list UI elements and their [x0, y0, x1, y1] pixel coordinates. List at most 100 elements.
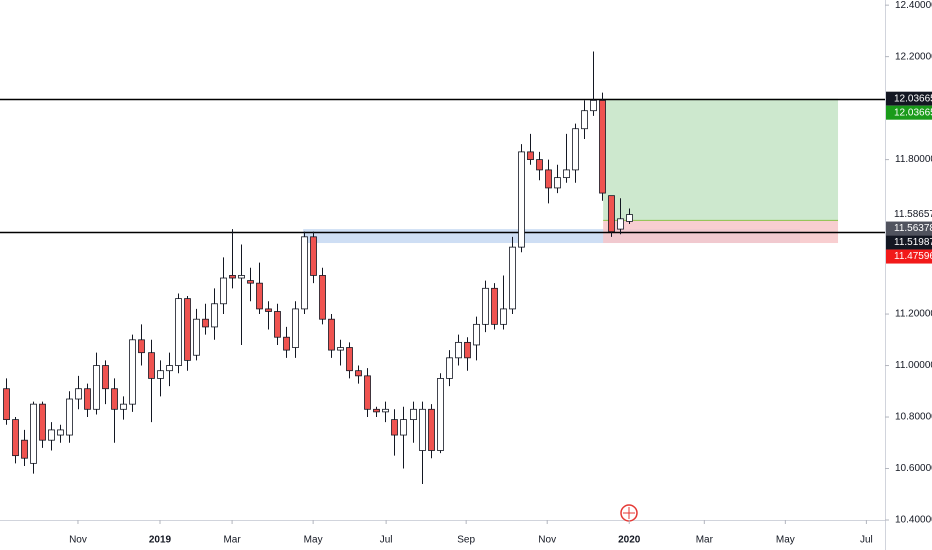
- loss-zone: [603, 220, 839, 244]
- profit-zone: [603, 98, 839, 221]
- candle-body: [120, 403, 127, 410]
- candle-body: [364, 375, 371, 410]
- candle-body: [48, 429, 55, 441]
- candle-body: [626, 214, 633, 222]
- price-tag: [886, 221, 932, 236]
- candle-body: [482, 287, 489, 325]
- candle-body: [581, 110, 588, 130]
- price-tag-label: 11.51987: [894, 237, 932, 248]
- x-tick-label: 2019: [149, 535, 172, 546]
- candle-body: [473, 323, 480, 346]
- candle-body: [21, 439, 28, 459]
- candle-body: [509, 246, 516, 310]
- candle-body: [148, 352, 155, 379]
- candle-body: [93, 365, 100, 410]
- candle-body: [617, 218, 624, 230]
- price-tag-label: 12.03665: [894, 107, 932, 118]
- candle-body: [247, 280, 254, 284]
- candle-body: [563, 169, 570, 179]
- candle-body: [102, 365, 109, 390]
- plot-area: [0, 51, 885, 484]
- candle-body: [599, 99, 606, 194]
- x-tick-label: Mar: [223, 535, 241, 546]
- candle-body: [220, 277, 227, 305]
- candle-body: [446, 357, 453, 379]
- x-tick-label: Sep: [457, 535, 475, 546]
- candle-body: [400, 419, 407, 436]
- candle-body: [545, 169, 552, 189]
- y-tick-label: 10.80000: [895, 412, 932, 423]
- candle-body: [66, 398, 73, 436]
- candle-body: [256, 282, 263, 310]
- y-tick-label: 11.00000: [895, 360, 932, 371]
- candle-body: [84, 388, 91, 410]
- y-tick-label: 10.60000: [895, 463, 932, 474]
- candle-body: [12, 419, 19, 457]
- candle-body: [346, 347, 353, 372]
- candle-body: [211, 303, 218, 328]
- candle-body: [590, 99, 597, 112]
- candle-body: [75, 388, 82, 400]
- price-tag-label: 11.47596: [894, 251, 932, 262]
- x-tick-label: Jul: [380, 535, 393, 546]
- candle-body: [319, 275, 326, 320]
- candle-body: [229, 275, 236, 279]
- y-tick-label: 10.40000: [895, 515, 932, 526]
- candle-body: [419, 408, 426, 451]
- candle-body: [283, 336, 290, 351]
- y-tick-label: 12.20000: [895, 51, 932, 62]
- candle-body: [437, 378, 444, 451]
- candle-body: [265, 308, 272, 312]
- candle-body: [193, 318, 200, 356]
- candle-body: [536, 159, 543, 171]
- candle-body: [382, 408, 389, 413]
- y-tick-label: 11.20000: [895, 309, 932, 320]
- candle-body: [491, 287, 498, 325]
- logo[interactable]: [620, 504, 638, 522]
- candle-body: [301, 236, 308, 310]
- price-tag-label: 11.58657: [894, 209, 932, 220]
- candle-body: [138, 339, 145, 354]
- candle-body: [355, 370, 362, 377]
- candle-body: [3, 388, 10, 421]
- candle-body: [500, 308, 507, 325]
- candle-body: [184, 298, 191, 361]
- y-tick-label: 11.80000: [895, 154, 932, 165]
- x-tick-label: 2020: [618, 535, 641, 546]
- price-tag: [886, 105, 932, 120]
- x-tick-label: May: [304, 535, 323, 546]
- price-tag: [886, 91, 932, 106]
- candle-body: [391, 419, 398, 436]
- candle-body: [202, 318, 209, 328]
- price-tag: [886, 235, 932, 250]
- candle-body: [328, 318, 335, 351]
- candle-body: [410, 408, 417, 421]
- candle-body: [373, 408, 380, 413]
- candle-body: [428, 408, 435, 451]
- candle-body: [292, 308, 299, 348]
- candle-body: [518, 151, 525, 248]
- x-tick-label: Nov: [538, 535, 556, 546]
- candle-body: [238, 275, 245, 279]
- candle-body: [157, 370, 164, 379]
- y-tick-label: 12.40000: [895, 0, 932, 11]
- candle-body: [455, 341, 462, 359]
- price-tag: [886, 249, 932, 264]
- candle-body: [572, 128, 579, 171]
- price-tag-label: 12.03665: [894, 93, 932, 104]
- candle-body: [274, 311, 281, 338]
- x-tick-label: May: [776, 535, 795, 546]
- candle-body: [175, 298, 182, 366]
- x-tick-label: Mar: [696, 535, 714, 546]
- candle-body: [554, 177, 561, 189]
- candle-body: [337, 347, 344, 351]
- candle-body: [166, 365, 173, 372]
- candle-body: [310, 236, 317, 276]
- candle-body: [129, 339, 136, 405]
- price-tag: [886, 207, 932, 222]
- candle-body: [39, 403, 46, 441]
- candle-body: [464, 341, 471, 359]
- candle-body: [527, 151, 534, 161]
